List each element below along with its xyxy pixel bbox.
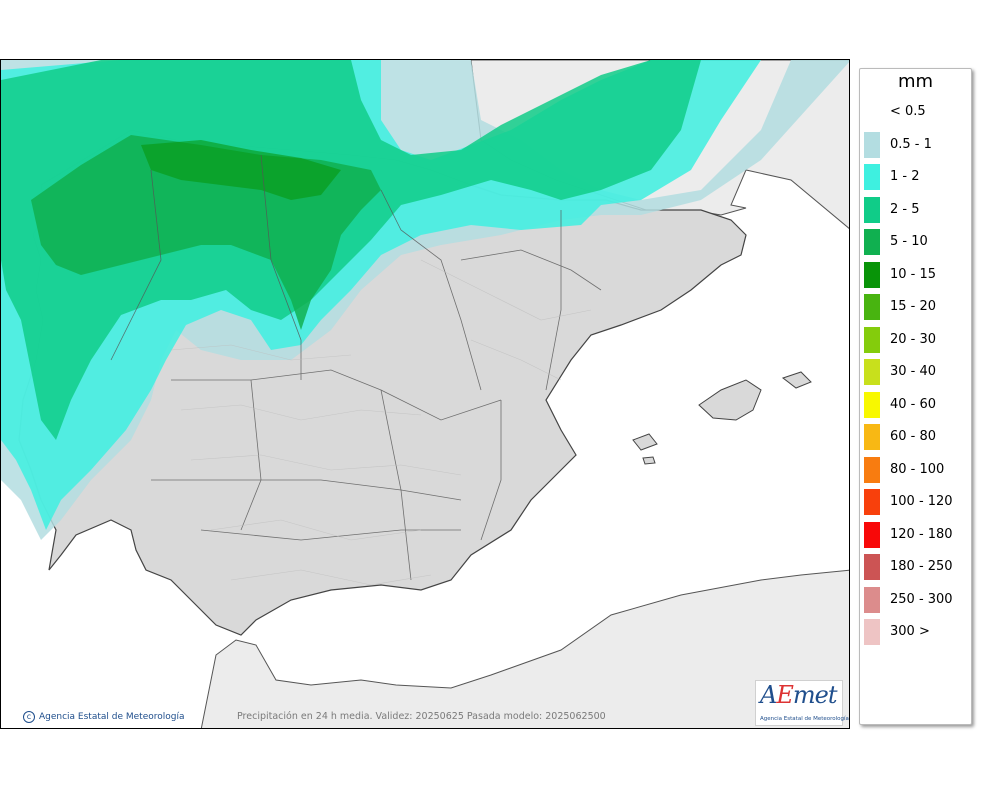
legend-swatch xyxy=(864,391,880,418)
legend-item: 180 - 250 xyxy=(864,554,968,584)
menorca xyxy=(781,371,812,389)
legend-label: 180 - 250 xyxy=(890,559,953,574)
legend-item: 15 - 20 xyxy=(864,294,968,324)
legend: mm < 0.5 0.5 - 1 1 - 2 2 - 5 5 - 10 10 - 15 15… xyxy=(859,68,972,725)
legend-item: 300 > xyxy=(864,619,968,649)
legend-label: 80 - 100 xyxy=(890,461,945,477)
credit-label: Agencia Estatal de Meteorología xyxy=(39,712,185,722)
legend-item: 100 - 120 xyxy=(864,489,968,519)
legend-label: 1 - 2 xyxy=(890,169,920,184)
legend-item: 40 - 60 xyxy=(864,391,968,422)
legend-item: 60 - 80 xyxy=(864,424,968,454)
copyright-icon: c xyxy=(23,711,35,723)
legend-item: 80 - 100 xyxy=(864,456,968,487)
legend-swatch xyxy=(864,619,880,645)
legend-item: 5 - 10 xyxy=(864,229,968,259)
aemet-logo: AEmet Agencia Estatal de Meteorología xyxy=(755,680,849,726)
legend-swatch xyxy=(864,554,880,580)
legend-item: 10 - 15 xyxy=(864,261,968,292)
legend-swatch xyxy=(864,229,880,255)
legend-swatch xyxy=(864,586,880,613)
legend-swatch xyxy=(864,359,880,385)
legend-item: 250 - 300 xyxy=(864,586,968,617)
precipitation-map: c Agencia Estatal de Meteorología Precipi… xyxy=(0,59,850,729)
legend-label: 0.5 - 1 xyxy=(890,136,932,152)
formentera xyxy=(642,456,656,465)
legend-swatch xyxy=(864,99,880,125)
legend-label: 30 - 40 xyxy=(890,364,937,379)
map-caption: Precipitación en 24 h media. Validez: 20… xyxy=(237,711,606,722)
relief-texture xyxy=(170,259,592,586)
legend-swatch xyxy=(864,164,880,190)
legend-label: 15 - 20 xyxy=(890,299,937,314)
legend-label: 10 - 15 xyxy=(890,266,937,282)
legend-item: 1 - 2 xyxy=(864,164,968,194)
legend-label: 100 - 120 xyxy=(890,494,953,509)
logo-wordmark: AEmet xyxy=(760,681,837,709)
legend-label: 250 - 300 xyxy=(890,591,953,607)
legend-item: 0.5 - 1 xyxy=(864,131,968,162)
legend-swatch xyxy=(864,456,880,483)
legend-label: 120 - 180 xyxy=(890,526,953,542)
legend-swatch xyxy=(864,326,880,353)
legend-label: 40 - 60 xyxy=(890,396,937,412)
credit-text: c Agencia Estatal de Meteorología xyxy=(23,711,185,723)
legend-item: 120 - 180 xyxy=(864,521,968,552)
legend-label: 300 > xyxy=(890,624,930,639)
legend-swatch xyxy=(864,424,880,450)
mallorca xyxy=(698,379,762,421)
legend-item: < 0.5 xyxy=(864,99,968,129)
legend-swatch xyxy=(864,521,880,548)
legend-label: 5 - 10 xyxy=(890,234,928,249)
logo-subtitle: Agencia Estatal de Meteorología xyxy=(760,716,849,722)
legend-item: 2 - 5 xyxy=(864,196,968,227)
legend-label: 60 - 80 xyxy=(890,429,937,444)
precip-10-15 xyxy=(141,140,341,200)
legend-swatch xyxy=(864,261,880,288)
africa-land xyxy=(200,569,849,728)
legend-swatch xyxy=(864,196,880,223)
legend-unit: mm xyxy=(897,71,934,92)
legend-swatch xyxy=(864,131,880,158)
legend-label: 20 - 30 xyxy=(890,331,937,347)
admin-borders xyxy=(110,154,602,581)
map-canvas xyxy=(1,60,849,728)
legend-item: 20 - 30 xyxy=(864,326,968,357)
legend-label: 2 - 5 xyxy=(890,201,920,217)
ibiza xyxy=(632,433,658,451)
legend-label: < 0.5 xyxy=(890,104,926,119)
legend-item: 30 - 40 xyxy=(864,359,968,389)
legend-swatch xyxy=(864,294,880,320)
legend-swatch xyxy=(864,489,880,515)
